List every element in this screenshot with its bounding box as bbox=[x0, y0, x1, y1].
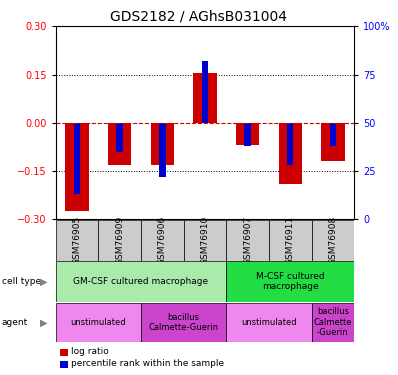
Bar bbox=[65, 123, 89, 211]
Text: percentile rank within the sample: percentile rank within the sample bbox=[71, 359, 224, 368]
Bar bbox=[279, 123, 302, 184]
Text: ▶: ▶ bbox=[40, 277, 47, 286]
Bar bbox=[330, 123, 336, 146]
Bar bbox=[193, 73, 217, 123]
Bar bbox=[287, 123, 293, 165]
Bar bbox=[183, 220, 226, 261]
Bar bbox=[117, 123, 123, 152]
Bar bbox=[141, 303, 226, 342]
Bar bbox=[312, 220, 354, 261]
Text: unstimulated: unstimulated bbox=[70, 318, 126, 327]
Text: GSM76906: GSM76906 bbox=[158, 216, 167, 265]
Bar bbox=[236, 123, 259, 146]
Bar bbox=[312, 303, 354, 342]
Bar bbox=[74, 123, 80, 194]
Text: bacillus
Calmette
-Guerin: bacillus Calmette -Guerin bbox=[314, 308, 352, 337]
Text: GSM76909: GSM76909 bbox=[115, 216, 124, 265]
Bar bbox=[321, 123, 345, 161]
Bar bbox=[159, 123, 166, 177]
Text: unstimulated: unstimulated bbox=[241, 318, 297, 327]
Text: GSM76905: GSM76905 bbox=[72, 216, 82, 265]
Bar bbox=[141, 220, 183, 261]
Bar bbox=[244, 123, 251, 146]
Bar bbox=[226, 220, 269, 261]
Bar bbox=[56, 220, 98, 261]
Bar bbox=[269, 220, 312, 261]
Text: GSM76911: GSM76911 bbox=[286, 216, 295, 265]
Bar bbox=[56, 303, 141, 342]
Bar bbox=[108, 123, 131, 165]
Text: GSM76907: GSM76907 bbox=[243, 216, 252, 265]
Text: GDS2182 / AGhsB031004: GDS2182 / AGhsB031004 bbox=[111, 9, 287, 23]
Bar bbox=[98, 220, 141, 261]
Text: ▶: ▶ bbox=[40, 318, 47, 327]
Text: agent: agent bbox=[2, 318, 28, 327]
Bar bbox=[226, 303, 312, 342]
Bar bbox=[150, 123, 174, 165]
Text: GSM76908: GSM76908 bbox=[328, 216, 338, 265]
Text: GSM76910: GSM76910 bbox=[201, 216, 209, 265]
Bar bbox=[202, 61, 208, 123]
Text: cell type: cell type bbox=[2, 277, 41, 286]
Text: log ratio: log ratio bbox=[71, 347, 109, 356]
Text: GM-CSF cultured macrophage: GM-CSF cultured macrophage bbox=[74, 277, 209, 286]
Text: bacillus
Calmette-Guerin: bacillus Calmette-Guerin bbox=[148, 313, 219, 332]
Bar bbox=[226, 261, 354, 302]
Bar bbox=[56, 261, 226, 302]
Text: M-CSF cultured
macrophage: M-CSF cultured macrophage bbox=[256, 272, 324, 291]
